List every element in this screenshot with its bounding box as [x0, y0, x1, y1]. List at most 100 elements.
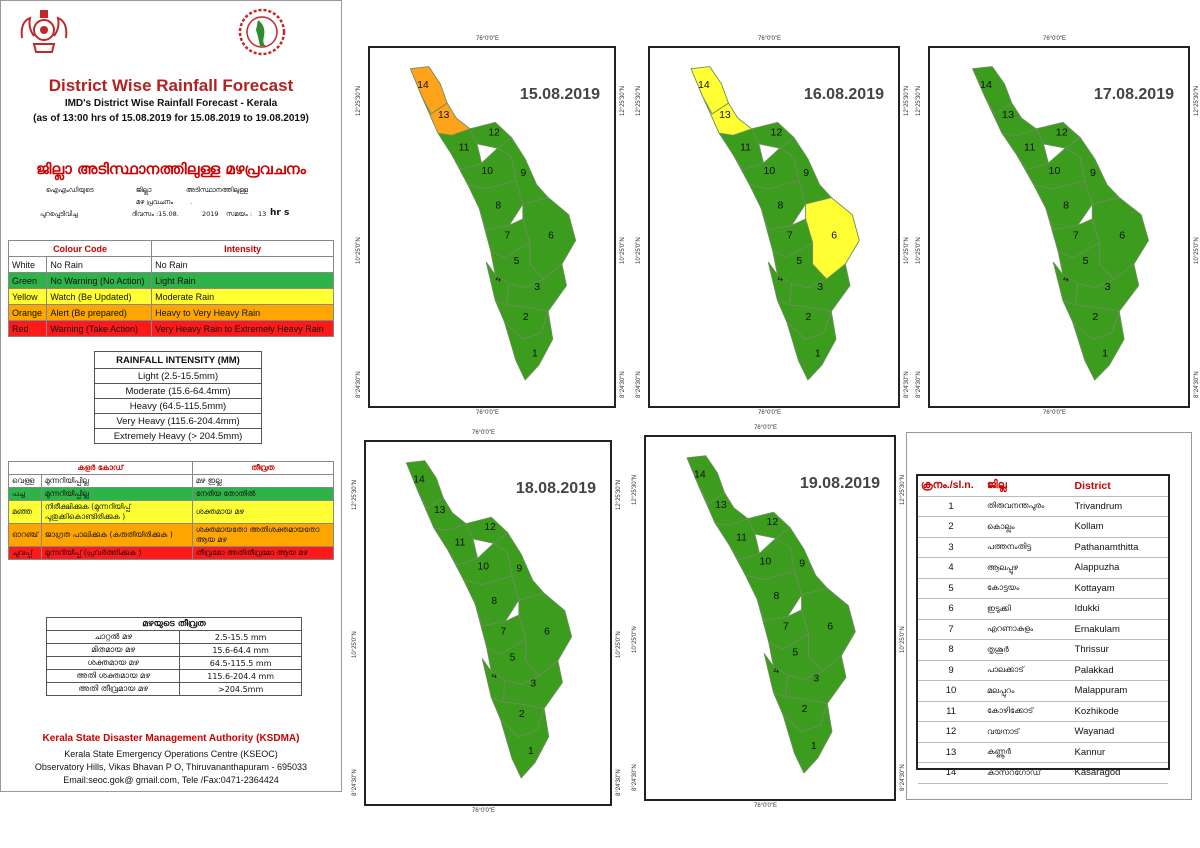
lat-label-left-bot: 8°24'30"N — [356, 371, 362, 398]
colour-intensity: Very Heavy Rain to Extremely Heavy Rain — [151, 320, 334, 337]
district-4-label: 4 — [774, 665, 780, 676]
district-name-en: Kollam — [1071, 516, 1168, 538]
district-4-label: 4 — [1063, 274, 1069, 284]
district-4-label: 4 — [778, 274, 784, 285]
district-col-ml: ജില്ല — [984, 476, 1072, 497]
lat-label-left-top: 12°25'30"N — [352, 479, 358, 510]
colour-name: Orange — [7, 304, 48, 321]
ml-colour-intensity: നേരിയ തോതിൽ — [191, 487, 335, 501]
subtitle-date-range: (as of 13:00 hrs of 15.08.2019 for 15.08… — [33, 113, 309, 124]
page-title: District Wise Rainfall Forecast — [48, 76, 294, 95]
district-8-label: 8 — [495, 201, 501, 212]
district-2-label: 2 — [802, 704, 808, 715]
colour-name: Green — [7, 272, 48, 289]
intensity-row: Moderate (15.6-64.4mm) — [94, 383, 262, 399]
lat-label-right-mid: 10°25'0"N — [1194, 237, 1200, 264]
lon-label-bottom: 76°0'0"E — [476, 410, 500, 416]
ml-intensity-value: 64.5-115.5 mm — [179, 656, 302, 670]
district-11-label: 11 — [740, 143, 751, 154]
district-4-area — [1052, 261, 1079, 306]
lon-label-bottom: 76°0'0"E — [1043, 410, 1067, 416]
district-3-label: 3 — [530, 679, 536, 690]
district-row: 3 പത്തനംതിട്ട Pathanamthitta — [918, 537, 1168, 558]
district-12-label: 12 — [767, 518, 779, 529]
district-row: 8 തൃശൂർ Thrissur — [918, 639, 1168, 661]
district-number: 6 — [918, 598, 984, 620]
district-number: 3 — [918, 537, 984, 558]
district-name-en: Kasaragod — [1071, 762, 1168, 784]
intensity-row: Very Heavy (115.6-204.4mm) — [94, 413, 262, 429]
district-row: 6 ഇടുക്കി Idukki — [918, 598, 1168, 620]
district-13-label: 13 — [1002, 111, 1014, 121]
intensity-range: Moderate (15.6-64.4mm) — [94, 383, 262, 399]
district-row: 14 കാസറഗോഡ് Kasaragod — [918, 762, 1168, 784]
district-number: 7 — [918, 619, 984, 640]
lon-label-top: 76°0'0"E — [476, 36, 500, 42]
ml-colour-code-row: ഓറഞ്ച് ജാഗ്രത പാലിക്കുക (കരുതിയിരിക്കുക )… — [8, 523, 335, 547]
lat-label-left-top: 12°25'30"N — [636, 85, 642, 116]
colour-intensity: Heavy to Very Heavy Rain — [151, 304, 334, 321]
ml-colour-action: മുന്നറിയിപ്പില്ല — [40, 474, 193, 488]
lat-label-right-mid: 10°25'0"N — [904, 237, 910, 264]
district-9-label: 9 — [799, 559, 805, 570]
lat-label-right-bot: 8°24'30"N — [904, 371, 910, 398]
colour-action: Warning (Take Action) — [46, 320, 153, 337]
district-name-ml: മലപ്പുറം — [984, 680, 1072, 702]
lat-label-left-top: 12°25'30"N — [916, 85, 922, 116]
colour-intensity: No Rain — [151, 256, 334, 273]
district-9-label: 9 — [1090, 169, 1096, 179]
district-4-label: 4 — [491, 670, 497, 681]
lat-label-left-mid: 10°25'0"N — [356, 237, 362, 264]
district-13-label: 13 — [438, 110, 450, 121]
district-row: 4 ആലപ്പുഴ Alappuzha — [918, 557, 1168, 579]
district-name-ml: കോഴിക്കോട് — [984, 701, 1072, 722]
lon-label-bottom: 76°0'0"E — [472, 808, 496, 814]
district-name-en: Idukki — [1071, 598, 1168, 620]
district-name-ml: കോട്ടയം — [984, 578, 1072, 599]
district-6-label: 6 — [1119, 231, 1125, 241]
district-12-label: 12 — [488, 128, 500, 139]
district-number: 12 — [918, 721, 984, 743]
district-7-label: 7 — [787, 231, 793, 242]
forecast-map-1: 1 2 3 4 5 6 7 8 9 10 11 12 13 14 16.08.2019 — [648, 46, 900, 408]
district-14-label: 14 — [980, 81, 992, 91]
district-6-label: 6 — [548, 231, 554, 242]
rainfall-intensity-table: RAINFALL INTENSITY (MM) Light (2.5-15.5m… — [94, 351, 262, 444]
district-12-area — [465, 516, 509, 544]
district-7-label: 7 — [501, 627, 507, 638]
district-1-label: 1 — [815, 349, 821, 360]
ml-intensity-row: അതി തീവ്രമായ മഴ >204.5mm — [45, 682, 302, 696]
ml-intensity-row: മിതമായ മഴ 15.6-64.4 mm — [45, 643, 302, 657]
district-name-en: Malappuram — [1071, 680, 1168, 702]
district-row: 2 കൊല്ലം Kollam — [918, 516, 1168, 538]
district-name-ml: ആലപ്പുഴ — [984, 557, 1072, 579]
lat-label-left-mid: 10°25'0"N — [636, 237, 642, 264]
district-number: 5 — [918, 578, 984, 599]
ml-colour-code-row: വെള്ള മുന്നറിയിപ്പില്ല മഴ ഇല്ല — [8, 474, 335, 488]
ml-intensity-value: 15.6-64.4 mm — [179, 643, 302, 657]
ml-colour-code-row: പച്ച മുന്നറിയിപ്പില്ല നേരിയ തോതിൽ — [8, 487, 335, 501]
lon-label-bottom: 76°0'0"E — [758, 410, 782, 416]
colour-code-row: White No Rain No Rain — [7, 256, 334, 273]
kerala-emblem-logo — [16, 8, 72, 58]
district-name-ml: കണ്ണൂർ — [984, 742, 1072, 763]
district-14-label: 14 — [417, 80, 429, 91]
intensity-row: Heavy (64.5-115.5mm) — [94, 398, 262, 414]
ml-intensity-header: തീവ്രത — [191, 461, 335, 475]
district-number: 4 — [918, 557, 984, 579]
map-date: 18.08.2019 — [515, 480, 596, 497]
intensity-row: Light (2.5-15.5mm) — [94, 368, 262, 384]
lat-label-left-top: 12°25'30"N — [632, 474, 638, 505]
org-name: Kerala State Disaster Management Authori… — [42, 733, 300, 744]
ml-colour-code-row: മഞ്ഞ നിരീക്ഷിക്കുക (മുന്നറിയിപ്പ് പുതുക്ക… — [8, 500, 335, 524]
lat-label-right-mid: 10°25'0"N — [616, 631, 622, 658]
district-name-en: Palakkad — [1071, 660, 1168, 681]
ml-issue-label-3f: hr s — [270, 208, 290, 218]
ml-issue-label-2: മഴ പ്രവചനം — [136, 198, 173, 206]
district-table: ക്രനം./sl.n. ജില്ല District 1 തിരുവനന്തപു… — [918, 476, 1168, 784]
ml-colour-code-row: ചുവപ്പ് മുന്നറിയിപ്പ് (പ്രവർത്തിക്കുക ) തീ… — [8, 546, 335, 560]
intensity-header: Intensity — [151, 240, 334, 257]
ml-colour-name: മഞ്ഞ — [8, 500, 42, 524]
